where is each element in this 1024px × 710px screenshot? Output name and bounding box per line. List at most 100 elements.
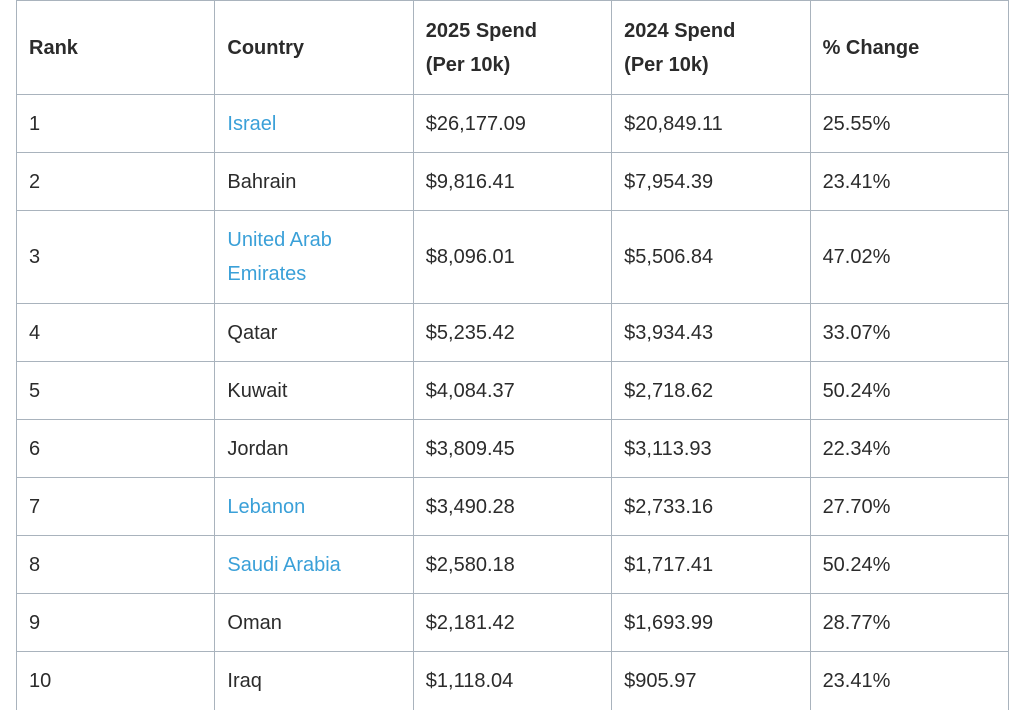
table-row: 1 Israel $26,177.09 $20,849.11 25.55% xyxy=(15,94,1009,153)
table-row: 6 Jordan $3,809.45 $3,113.93 22.34% xyxy=(15,419,1009,478)
spend-2025-cell: $9,816.41 xyxy=(412,152,613,211)
rank-cell: 1 xyxy=(15,94,216,153)
rank-cell: 6 xyxy=(15,419,216,478)
spend-2024: $20,849.11 xyxy=(624,112,723,135)
country-name-cell: Jordan xyxy=(214,419,414,478)
country-name-cell: Qatar xyxy=(214,303,414,362)
spend-2024: $2,733.16 xyxy=(624,495,714,518)
percent-change: 23.41% xyxy=(822,170,891,193)
spend-2025: $1,118.04 xyxy=(425,670,514,692)
spend-2025-cell: $3,809.45 xyxy=(412,419,613,478)
header-2025-spend: 2025 Spend (Per 10k) xyxy=(412,0,613,95)
spend-2025-cell: $26,177.09 xyxy=(412,94,613,153)
rank: 6 xyxy=(29,437,41,460)
spend-table: Rank Country 2025 Spend (Per 10k) 2024 S… xyxy=(15,0,1009,710)
spend-2025: $8,096.01 xyxy=(425,246,515,268)
spend-2025-cell: $2,181.42 xyxy=(412,593,613,652)
country-link[interactable]: Saudi Arabia xyxy=(227,553,341,576)
country-name: Jordan xyxy=(227,437,289,460)
spend-2025: $3,490.28 xyxy=(425,495,515,518)
percent-change: 22.34% xyxy=(822,437,891,460)
table-row: 7 Lebanon $3,490.28 $2,733.16 27.70% xyxy=(15,477,1009,536)
spend-2024-cell: $2,718.62 xyxy=(611,361,811,420)
rank: 5 xyxy=(29,379,41,402)
spend-2024-cell: $2,733.16 xyxy=(611,477,811,536)
percent-change-cell: 50.24% xyxy=(809,535,1009,594)
country-link[interactable]: Lebanon xyxy=(227,495,306,518)
rank: 7 xyxy=(29,495,41,518)
rank-cell: 8 xyxy=(15,535,216,594)
country-link-cell: United Arab Emirates xyxy=(214,210,414,304)
table-header: Rank Country 2025 Spend (Per 10k) 2024 S… xyxy=(15,0,1009,95)
country-name-cell: Kuwait xyxy=(214,361,414,420)
spend-2025: $2,181.42 xyxy=(425,611,515,634)
percent-change: 47.02% xyxy=(822,246,891,268)
spend-2025-cell: $3,490.28 xyxy=(412,477,613,536)
rank-cell: 5 xyxy=(15,361,216,420)
spend-2024-cell: $3,934.43 xyxy=(611,303,811,362)
percent-change: 50.24% xyxy=(822,553,891,576)
country-name: Bahrain xyxy=(227,170,297,193)
spend-2024: $3,113.93 xyxy=(624,437,712,460)
rank: 10 xyxy=(29,670,52,692)
country-link-cell: Lebanon xyxy=(214,477,414,536)
rank: 1 xyxy=(29,112,41,135)
spend-2025: $26,177.09 xyxy=(425,112,526,135)
country-link[interactable]: United Arab Emirates xyxy=(227,229,332,285)
spend-2024-cell: $3,113.93 xyxy=(611,419,811,478)
spend-2024-cell: $1,693.99 xyxy=(611,593,811,652)
spend-2024: $5,506.84 xyxy=(624,246,714,268)
spend-2024-cell: $5,506.84 xyxy=(611,210,811,304)
spend-2025-cell: $5,235.42 xyxy=(412,303,613,362)
country-name-cell: Bahrain xyxy=(214,152,414,211)
percent-change-cell: 27.70% xyxy=(809,477,1009,536)
header-2025-spend-label: 2025 Spend (Per 10k) xyxy=(425,19,537,76)
rank-cell: 3 xyxy=(15,210,216,304)
header-change: % Change xyxy=(809,0,1009,95)
spend-2024-cell: $20,849.11 xyxy=(611,94,811,153)
spend-2025-cell: $4,084.37 xyxy=(412,361,613,420)
country-name: Oman xyxy=(227,611,282,634)
rank: 3 xyxy=(29,246,41,268)
table-body: 1 Israel $26,177.09 $20,849.11 25.55% 2 Bahrai… xyxy=(15,94,1009,710)
spend-2025-cell: $1,118.04 xyxy=(412,651,613,710)
table-row: 3 United Arab Emirates $8,096.01 $5,506.84 4… xyxy=(15,210,1009,304)
spend-2025: $9,816.41 xyxy=(425,170,515,193)
rank-cell: 7 xyxy=(15,477,216,536)
rank-cell: 4 xyxy=(15,303,216,362)
rank: 4 xyxy=(29,321,41,344)
percent-change-cell: 28.77% xyxy=(809,593,1009,652)
country-link[interactable]: Israel xyxy=(227,112,277,135)
spend-2025-cell: $8,096.01 xyxy=(412,210,613,304)
rank-cell: 10 xyxy=(15,651,216,710)
spend-2024-cell: $905.97 xyxy=(611,651,811,710)
spend-2024: $1,717.41 xyxy=(624,553,714,576)
spend-2024: $1,693.99 xyxy=(624,611,714,634)
country-name: Kuwait xyxy=(227,379,288,402)
spend-2024: $2,718.62 xyxy=(624,379,714,402)
header-row: Rank Country 2025 Spend (Per 10k) 2024 S… xyxy=(15,0,1009,95)
spend-2025-cell: $2,580.18 xyxy=(412,535,613,594)
percent-change-cell: 50.24% xyxy=(809,361,1009,420)
header-country: Country xyxy=(214,0,414,95)
rank-cell: 2 xyxy=(15,152,216,211)
percent-change-cell: 47.02% xyxy=(809,210,1009,304)
percent-change: 50.24% xyxy=(822,379,891,402)
rank-cell: 9 xyxy=(15,593,216,652)
spend-2024-cell: $7,954.39 xyxy=(611,152,811,211)
percent-change: 28.77% xyxy=(822,611,891,634)
spend-table-container: Rank Country 2025 Spend (Per 10k) 2024 S… xyxy=(15,0,1009,710)
header-2024-spend: 2024 Spend (Per 10k) xyxy=(611,0,811,95)
percent-change: 23.41% xyxy=(822,670,891,692)
table-row: 5 Kuwait $4,084.37 $2,718.62 50.24% xyxy=(15,361,1009,420)
percent-change-cell: 22.34% xyxy=(809,419,1009,478)
spend-2024: $7,954.39 xyxy=(624,170,714,193)
rank: 8 xyxy=(29,553,41,576)
spend-2025: $4,084.37 xyxy=(425,379,515,402)
country-link-cell: Israel xyxy=(214,94,414,153)
country-name-cell: Oman xyxy=(214,593,414,652)
spend-2024: $905.97 xyxy=(624,670,697,692)
header-2024-spend-label: 2024 Spend (Per 10k) xyxy=(624,19,736,76)
percent-change: 33.07% xyxy=(822,321,891,344)
country-name: Qatar xyxy=(227,321,278,344)
